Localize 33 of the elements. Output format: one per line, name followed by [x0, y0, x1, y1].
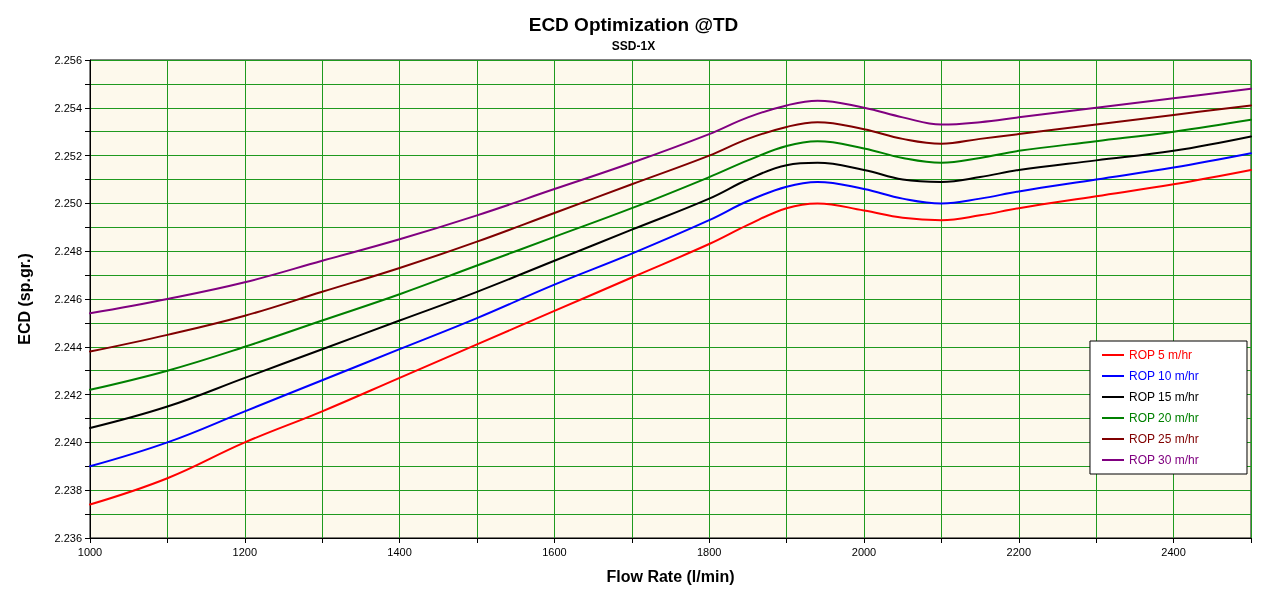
- x-tick-label: 2200: [1006, 545, 1032, 558]
- legend-label: ROP 15 m/hr: [1128, 390, 1199, 404]
- x-tick-label: 1400: [387, 545, 412, 558]
- chart-title: ECD Optimization @TD: [528, 14, 739, 35]
- line-series: [89, 152, 1252, 468]
- legend-label: ROP 30 m/hr: [1128, 453, 1199, 467]
- y-tick-label: 2.246: [54, 293, 82, 305]
- x-tick-label: 2000: [851, 545, 877, 558]
- legend-label: ROP 20 m/hr: [1128, 411, 1199, 425]
- y-tick-label: 2.236: [54, 532, 82, 544]
- x-tick-label: 2400: [1161, 545, 1186, 558]
- x-tick-label: 1600: [542, 545, 567, 558]
- y-tick-label: 2.250: [54, 197, 82, 210]
- legend-label: ROP 10 m/hr: [1128, 369, 1199, 383]
- y-tick-label: 2.240: [54, 436, 82, 449]
- line-series: [89, 87, 1252, 315]
- y-tick-label: 2.238: [54, 484, 82, 497]
- y-tick-label: 2.254: [54, 101, 82, 114]
- y-tick-label: 2.242: [54, 388, 82, 401]
- x-axis-title: Flow Rate (l/min): [606, 567, 735, 585]
- y-tick-label: 2.252: [54, 149, 82, 162]
- line-series: [89, 118, 1252, 391]
- x-tick-label: 1000: [77, 545, 103, 558]
- y-tick-label: 2.256: [54, 54, 82, 66]
- y-axis-title: ECD (sp.gr.): [15, 253, 33, 345]
- legend-label: ROP 5 m/hr: [1128, 348, 1193, 362]
- x-tick-label: 1800: [696, 545, 722, 558]
- chart-subtitle: SSD-1X: [611, 39, 656, 53]
- x-tick-label: 1200: [232, 545, 258, 558]
- y-tick-label: 2.248: [54, 245, 82, 258]
- line-series: [89, 168, 1252, 506]
- legend-label: ROP 25 m/hr: [1128, 432, 1199, 446]
- y-tick-label: 2.244: [54, 340, 82, 353]
